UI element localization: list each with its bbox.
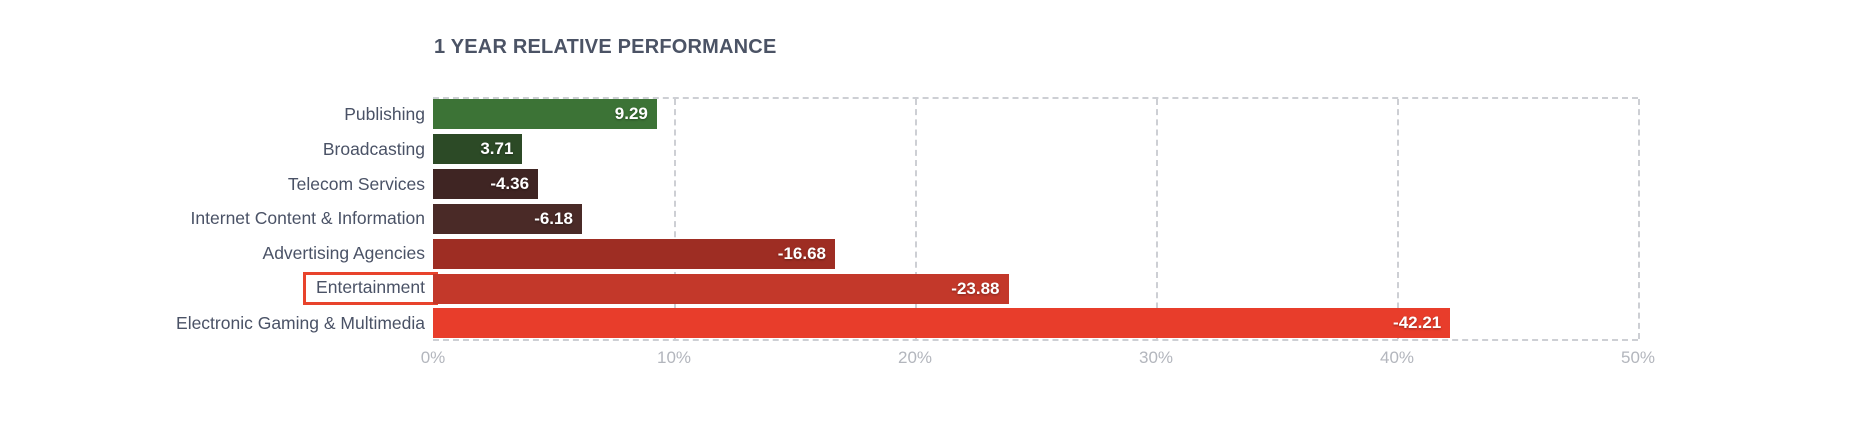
category-label[interactable]: Advertising Agencies	[262, 243, 425, 264]
bar[interactable]: -42.21	[433, 308, 1451, 339]
bar-value-label: 9.29	[614, 104, 648, 124]
plot-area	[433, 97, 1640, 341]
x-axis-tick-label: 10%	[656, 348, 692, 367]
gridline-10	[674, 99, 676, 339]
bar-track: 9.29	[433, 99, 1638, 130]
x-axis-tick-label: 50%	[1620, 348, 1656, 367]
chart-row: Telecom Services -4.36	[0, 169, 1638, 200]
x-axis: 0% 10% 20% 30% 40% 50%	[0, 348, 1860, 372]
bar[interactable]: 3.71	[433, 134, 523, 165]
category-label-text: Entertainment	[316, 277, 425, 298]
bar-value-label: 3.71	[480, 139, 514, 159]
gridline-20	[915, 99, 917, 339]
chart-row: Advertising Agencies -16.68	[0, 238, 1638, 269]
bar-value-label: -6.18	[534, 208, 573, 228]
category-label[interactable]: Telecom Services	[287, 173, 425, 194]
x-axis-tick-label: 20%	[897, 348, 933, 367]
gridline-50	[1638, 99, 1640, 339]
bar[interactable]: -6.18	[433, 203, 582, 234]
chart-row: Electronic Gaming & Multimedia -42.21	[0, 308, 1638, 339]
chart-row: Entertainment -23.88	[0, 272, 1638, 306]
bar-rows: Publishing 9.29 Broadcasting 3.71 Telecom Se…	[0, 97, 1638, 341]
chart-row: Internet Content & Information -6.18	[0, 203, 1638, 234]
bar[interactable]: -16.68	[433, 238, 835, 269]
category-label[interactable]: Electronic Gaming & Multimedia	[176, 312, 425, 333]
bar-track: 3.71	[433, 134, 1638, 165]
bar-track: -16.68	[433, 238, 1638, 269]
bar-value-label: -23.88	[951, 278, 1000, 298]
category-label[interactable]: Broadcasting	[322, 138, 425, 159]
chart-row: Publishing 9.29	[0, 99, 1638, 130]
x-axis-tick-label: 40%	[1379, 348, 1415, 367]
bar-value-label: -42.21	[1393, 313, 1442, 333]
x-axis-tick-label: 0%	[420, 348, 446, 367]
category-label[interactable]: Internet Content & Information	[190, 208, 425, 229]
highlight-box: Entertainment	[303, 272, 438, 306]
category-label[interactable]: Publishing	[344, 103, 425, 124]
x-axis-tick-label: 30%	[1138, 348, 1174, 367]
bar[interactable]: 9.29	[433, 99, 657, 130]
bar-value-label: -16.68	[777, 243, 826, 263]
bar-track: -42.21	[433, 308, 1638, 339]
bar-track: -23.88	[433, 273, 1638, 304]
bar-value-label: -4.36	[490, 174, 530, 194]
bar-track: -6.18	[433, 203, 1638, 234]
category-label[interactable]: Entertainment	[0, 272, 438, 306]
gridline-40	[1397, 99, 1399, 339]
bar-track: -4.36	[433, 169, 1638, 200]
chart-title: 1 YEAR RELATIVE PERFORMANCE	[434, 36, 777, 58]
bar[interactable]: -4.36	[433, 169, 539, 200]
gridline-30	[1156, 99, 1158, 339]
chart-row: Broadcasting 3.71	[0, 134, 1638, 165]
bar[interactable]: -23.88	[433, 273, 1009, 304]
